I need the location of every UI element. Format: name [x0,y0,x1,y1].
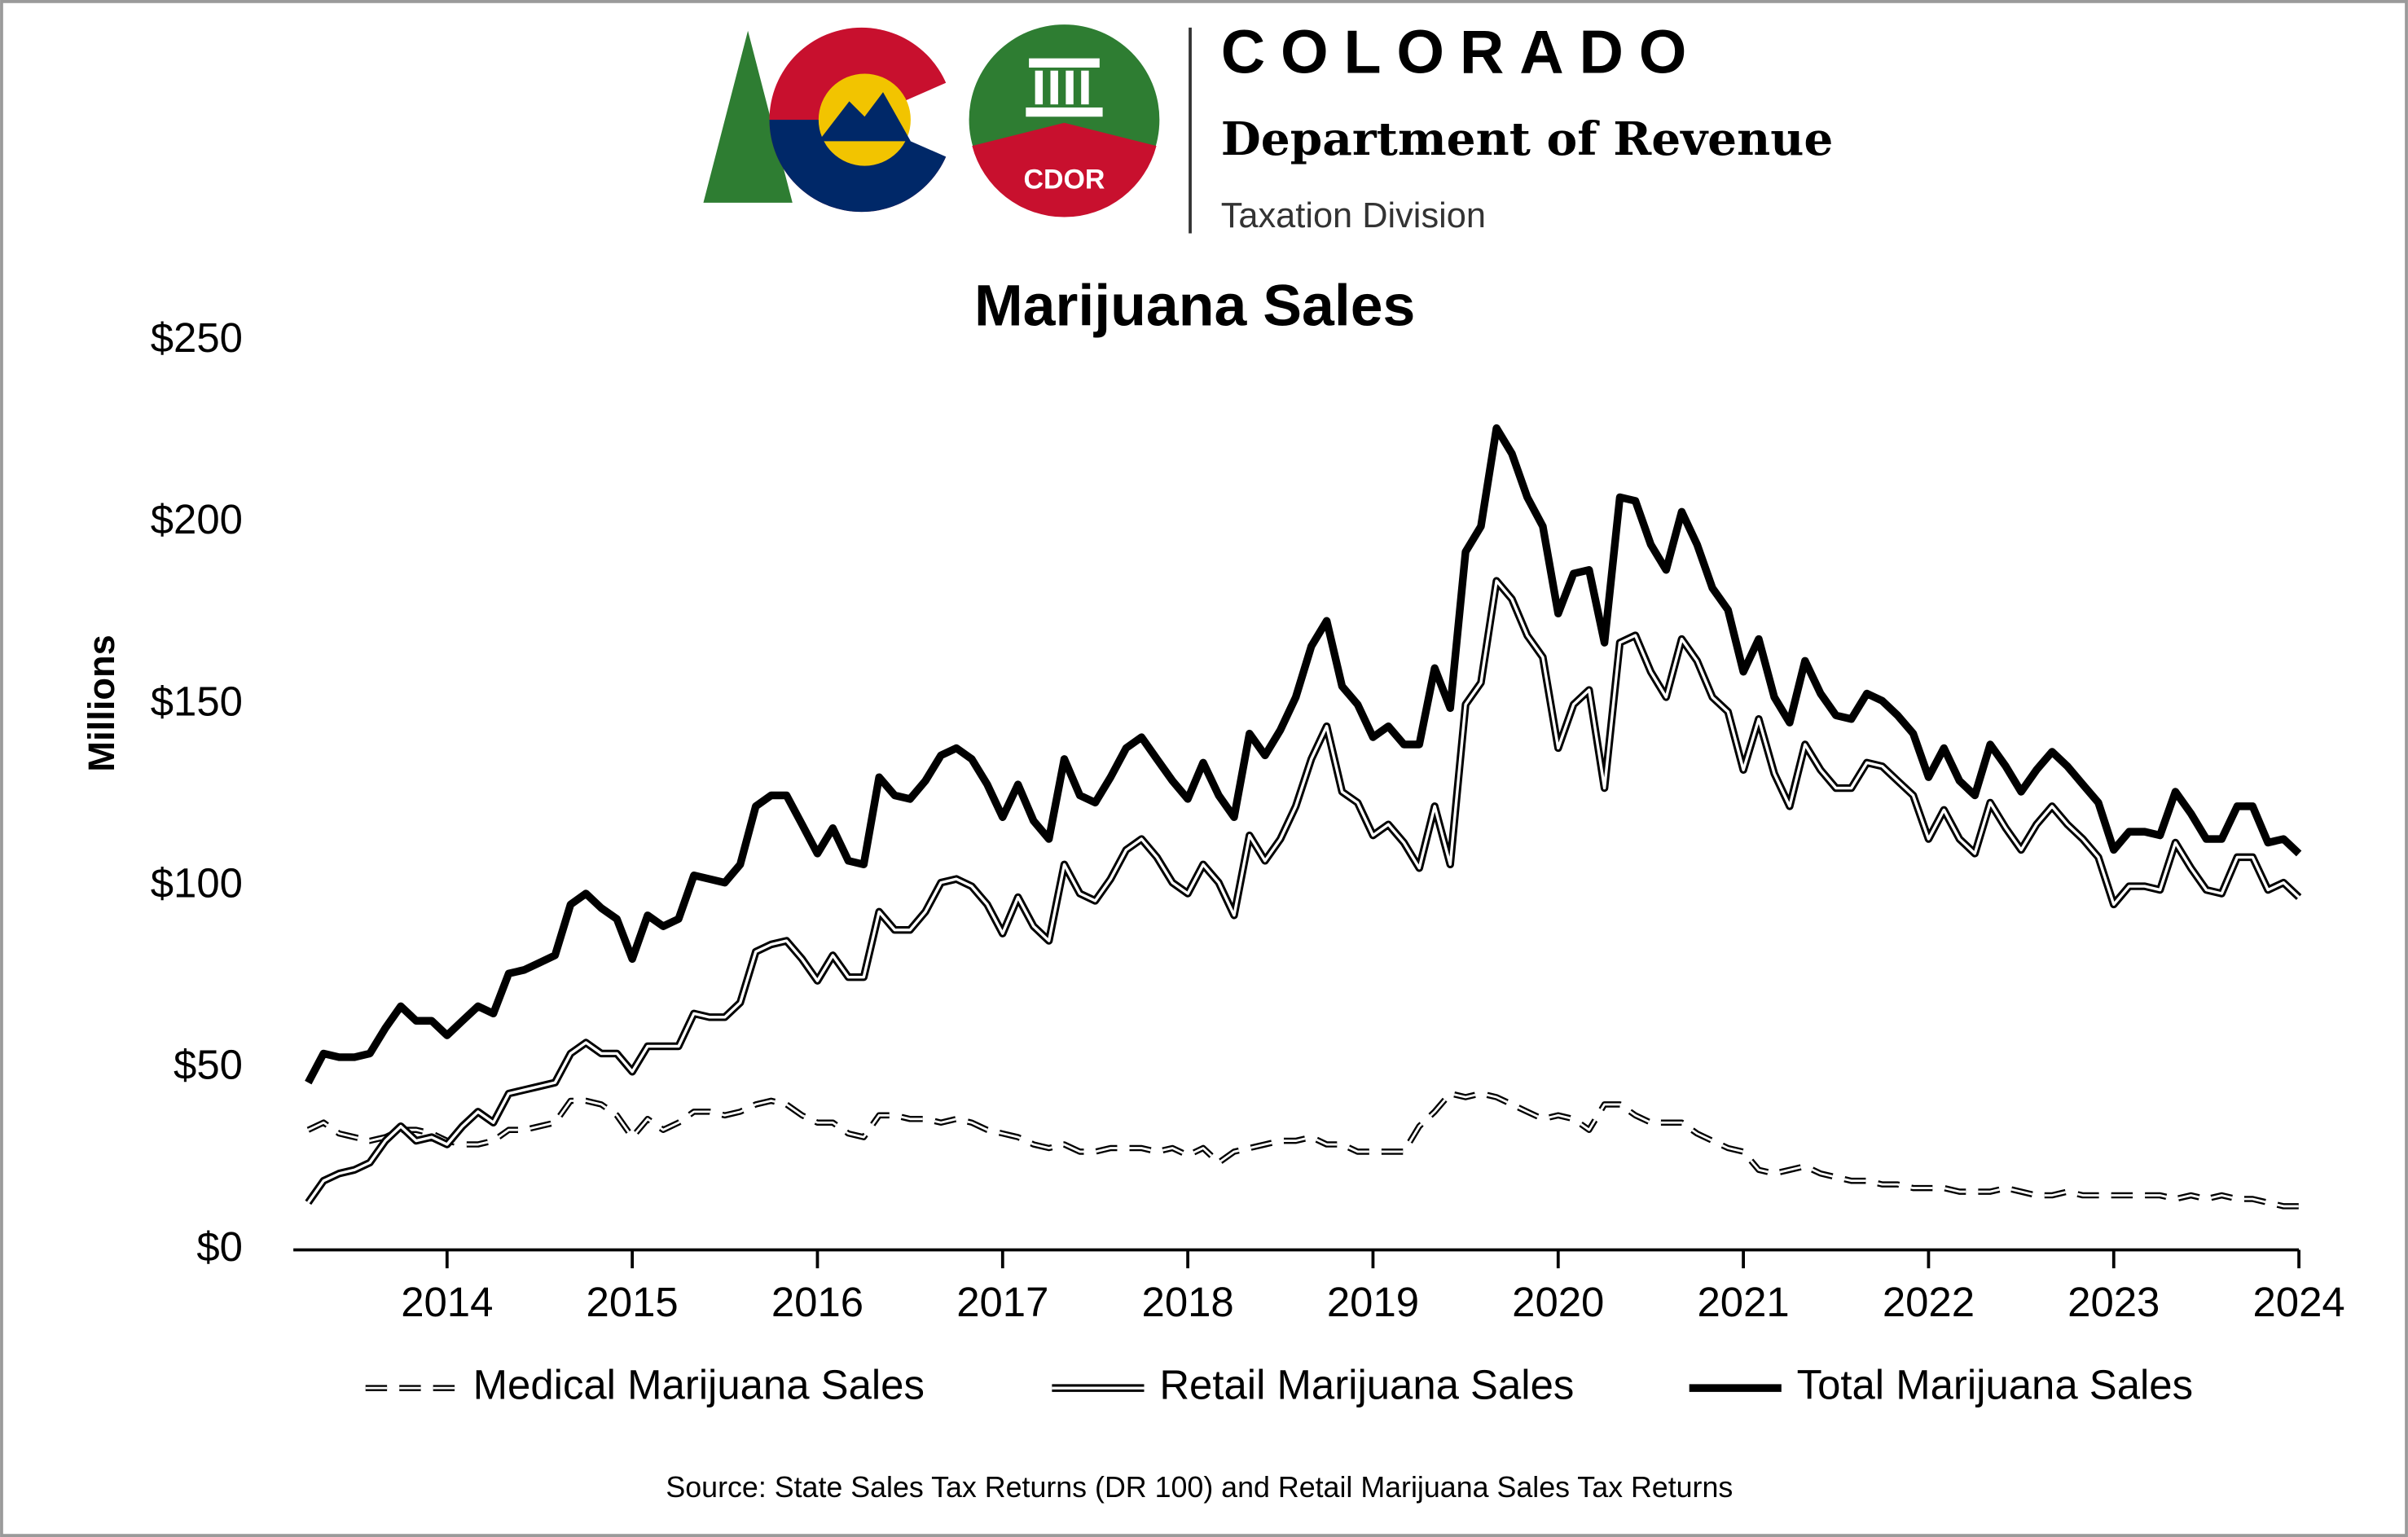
legend-label: Retail Marijuana Sales [1159,1362,1574,1408]
legend-label: Total Marijuana Sales [1797,1362,2193,1408]
building-column [1050,70,1058,105]
department-name: Department of Revenue [1221,112,1834,166]
logo: CDOR COLORADO Department of Revenue Taxa… [703,18,1833,235]
building-base [1026,107,1103,117]
division-name: Taxation Division [1221,196,1486,235]
badge-band [972,122,1157,217]
building-column [1066,70,1074,105]
series-line-inner [306,579,2300,1204]
series-line-inner [307,1092,2300,1208]
x-tick-label: 2014 [401,1279,493,1325]
x-tick-label: 2018 [1142,1279,1234,1325]
y-tick-label: $150 [151,678,243,724]
building-column [1035,70,1044,105]
y-tick-label: $200 [151,496,243,542]
y-axis-label: Millions [81,635,122,771]
tree-icon [703,30,793,203]
x-tick-label: 2020 [1512,1279,1604,1325]
building-roof [1029,58,1100,68]
badge-text: CDOR [1024,164,1105,195]
x-tick-label: 2021 [1698,1279,1790,1325]
legend-label: Medical Marijuana Sales [473,1362,925,1408]
y-tick-label: $0 [196,1223,243,1270]
source-note: Source: State Sales Tax Returns (DR 100)… [666,1471,1733,1504]
building-column [1081,70,1089,105]
x-tick-label: 2019 [1327,1279,1419,1325]
chart-title: Marijuana Sales [974,274,1415,339]
x-tick-label: 2023 [2067,1279,2160,1325]
x-tick-label: 2022 [1883,1279,1975,1325]
mountain [818,92,911,142]
c-opening [861,77,960,163]
y-tick-label: $250 [151,314,243,361]
x-tick-label: 2016 [771,1279,863,1325]
x-tick-label: 2024 [2252,1279,2344,1325]
x-tick-label: 2017 [956,1279,1048,1325]
x-tick-label: 2015 [587,1279,679,1325]
c-ring-lower [769,120,954,213]
y-tick-label: $100 [151,860,243,907]
series-line [305,424,2302,1085]
org-name: COLORADO [1221,18,1703,86]
y-tick-label: $50 [174,1042,243,1088]
